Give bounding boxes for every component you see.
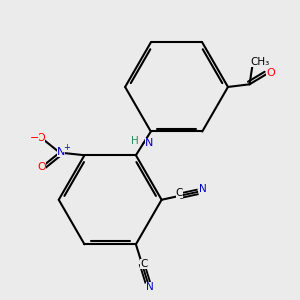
Text: O: O xyxy=(266,68,275,78)
Text: H: H xyxy=(131,136,139,146)
Text: N: N xyxy=(199,184,207,194)
Text: N: N xyxy=(145,138,154,148)
Text: N: N xyxy=(57,147,65,157)
Text: CH₃: CH₃ xyxy=(250,57,270,67)
Text: N: N xyxy=(146,282,154,292)
Text: +: + xyxy=(63,143,70,152)
Text: C: C xyxy=(176,188,183,199)
Text: O: O xyxy=(37,162,46,172)
Text: O: O xyxy=(36,133,45,143)
Text: −: − xyxy=(29,133,39,143)
Text: C: C xyxy=(140,259,148,269)
